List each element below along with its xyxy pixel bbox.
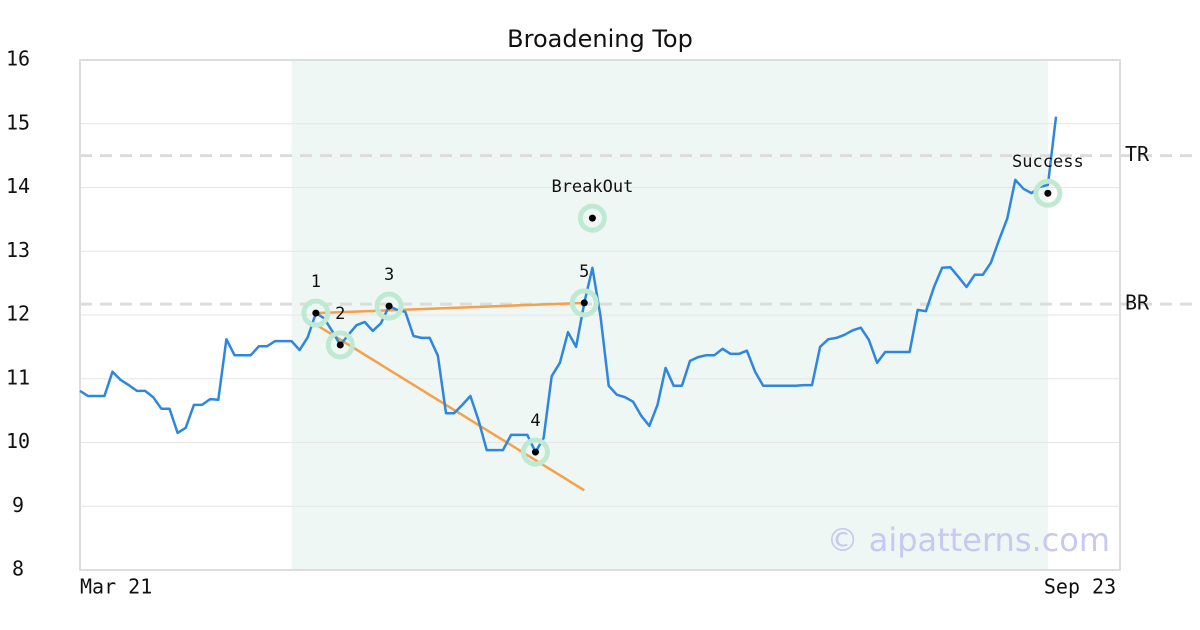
y-tick-label: 14 bbox=[6, 174, 30, 198]
point-dot bbox=[531, 448, 539, 456]
point-label: 5 bbox=[579, 262, 589, 282]
point-dot bbox=[1044, 189, 1052, 197]
point-label: Success bbox=[1012, 152, 1084, 172]
chart-title: Broadening Top bbox=[507, 25, 693, 53]
point-halo bbox=[374, 291, 404, 321]
y-tick-label: 8 bbox=[12, 557, 24, 581]
point-dot bbox=[312, 309, 320, 317]
point-halo bbox=[569, 288, 599, 318]
point-halo bbox=[520, 437, 550, 467]
y-tick-label: 9 bbox=[12, 493, 24, 517]
trendline bbox=[315, 301, 585, 315]
point-label: 4 bbox=[530, 411, 540, 431]
price-line bbox=[79, 116, 1058, 454]
point-label: 2 bbox=[335, 304, 345, 324]
reference-label: TR bbox=[1125, 142, 1150, 166]
point-label: 3 bbox=[384, 265, 394, 285]
point-dot bbox=[580, 299, 588, 307]
y-tick-label: 15 bbox=[6, 110, 30, 134]
plot-border bbox=[79, 59, 1121, 571]
y-tick-label: 13 bbox=[6, 238, 30, 262]
y-tick-label: 10 bbox=[6, 429, 30, 453]
point-halo bbox=[301, 298, 331, 328]
point-halo bbox=[325, 330, 355, 360]
y-tick-label: 12 bbox=[6, 302, 30, 326]
point-halo bbox=[1033, 178, 1063, 208]
x-tick-label: Sep 23 bbox=[1044, 575, 1116, 599]
point-label: 1 bbox=[311, 272, 321, 292]
reference-label: BR bbox=[1125, 291, 1150, 315]
x-tick-label: Mar 21 bbox=[80, 575, 152, 599]
point-dot bbox=[588, 214, 596, 222]
point-dot bbox=[385, 302, 393, 310]
y-tick-label: 11 bbox=[6, 365, 30, 389]
point-label: BreakOut bbox=[551, 177, 633, 197]
point-halo bbox=[577, 203, 607, 233]
y-tick-label: 16 bbox=[6, 47, 30, 71]
watermark: © aipatterns.com bbox=[827, 521, 1110, 559]
point-dot bbox=[336, 341, 344, 349]
